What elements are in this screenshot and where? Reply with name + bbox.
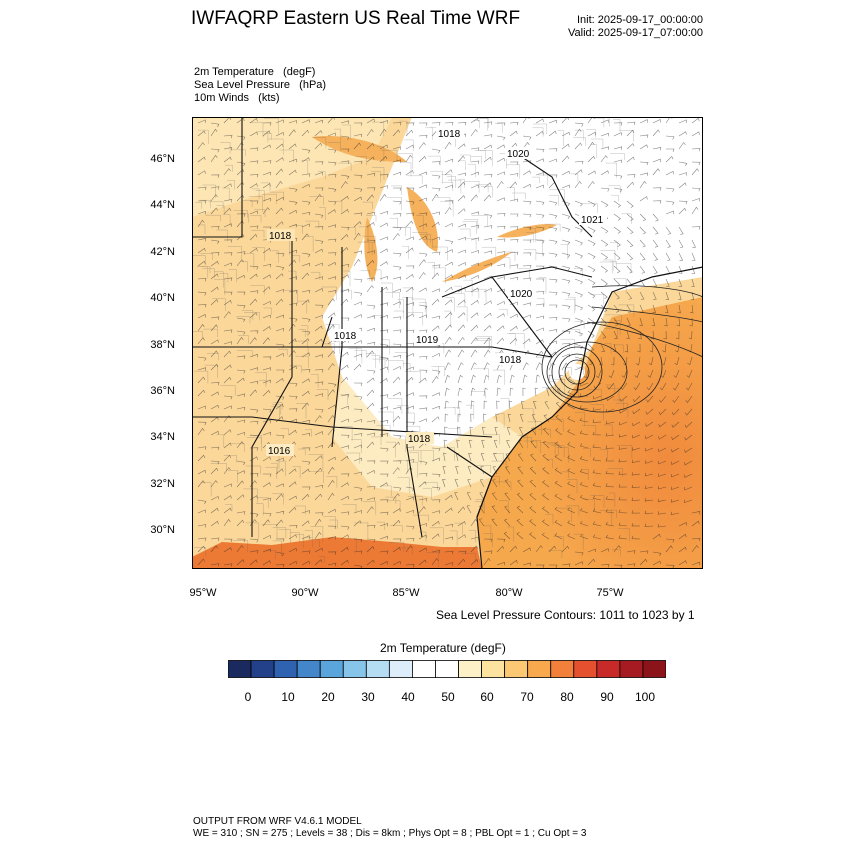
- colorbar-swatch: [250, 660, 275, 678]
- colorbar-swatch: [228, 660, 252, 678]
- colorbar-title: 2m Temperature (degF): [380, 641, 506, 655]
- map-frame: [192, 117, 703, 569]
- pressure-label: 1020: [507, 149, 530, 160]
- colorbar-swatch: [481, 660, 506, 678]
- model-footer: OUTPUT FROM WRF V4.6.1 MODEL WE = 310 ; …: [193, 816, 586, 840]
- colorbar-tick-label: 80: [560, 690, 574, 704]
- pressure-labels: 1018 1020 1021 1018 1020 1018 1019 1018 …: [266, 127, 607, 457]
- colorbar-swatch: [296, 660, 321, 678]
- east-coastline: [476, 266, 703, 569]
- lon-label: 90°W: [291, 587, 319, 599]
- temperature-colorbar: [228, 660, 666, 678]
- colorbar-swatch: [319, 660, 344, 678]
- colorbar-swatch: [550, 660, 575, 678]
- lat-label: 40°N: [150, 292, 175, 304]
- lat-label: 36°N: [150, 385, 175, 397]
- field-winds: 10m Winds (kts): [194, 92, 280, 104]
- lon-label: 85°W: [392, 587, 420, 599]
- colorbar-tick-label: 100: [634, 690, 656, 704]
- wind-barbs: [197, 117, 701, 569]
- colorbar-tick-label: 90: [600, 690, 614, 704]
- colorbar-tick-label: 20: [321, 690, 335, 704]
- valid-time: Valid: 2025-09-17_07:00:00: [568, 27, 703, 39]
- pressure-label: 1021: [581, 215, 604, 226]
- gulf-of-mexico: [192, 537, 482, 569]
- pressure-label: 1016: [268, 446, 291, 457]
- weather-map: 1018 1020 1021 1018 1020 1018 1019 1018 …: [192, 117, 703, 569]
- colorbar-swatch: [596, 660, 621, 678]
- county-lines: [192, 117, 635, 567]
- southeast-mild-zone: [332, 377, 522, 497]
- lat-label: 38°N: [150, 339, 175, 351]
- lat-label: 46°N: [150, 153, 175, 165]
- colorbar-tick-label: 70: [520, 690, 534, 704]
- lon-label: 75°W: [596, 587, 624, 599]
- init-time: Init: 2025-09-17_00:00:00: [577, 14, 703, 26]
- lat-label: 42°N: [150, 246, 175, 258]
- colorbar-tick-label: 10: [281, 690, 295, 704]
- lat-label: 44°N: [150, 199, 175, 211]
- colorbar-swatch: [504, 660, 529, 678]
- colorbar-tick-label: 30: [361, 690, 375, 704]
- pressure-label: 1019: [416, 335, 439, 346]
- contour-note: Sea Level Pressure Contours: 1011 to 102…: [436, 608, 695, 622]
- colorbar-swatch: [365, 660, 390, 678]
- field-temperature: 2m Temperature (degF): [194, 66, 316, 78]
- pressure-label: 1018: [269, 231, 292, 242]
- colorbar-swatch: [412, 660, 436, 678]
- colorbar-swatch: [435, 660, 459, 678]
- colorbar-swatch: [388, 660, 413, 678]
- pressure-label: 1018: [438, 129, 461, 140]
- pressure-label: 1018: [499, 355, 522, 366]
- lat-label: 30°N: [150, 524, 175, 536]
- storm-center: [569, 364, 585, 380]
- field-list: 2m Temperature (degF) Sea Level Pressure…: [194, 66, 326, 105]
- lat-label: 34°N: [150, 431, 175, 443]
- lat-label: 32°N: [150, 478, 175, 490]
- lon-label: 95°W: [189, 587, 217, 599]
- run-times: Init: 2025-09-17_00:00:00 Valid: 2025-09…: [560, 14, 703, 40]
- field-pressure: Sea Level Pressure (hPa): [194, 79, 327, 91]
- colorbar-tick-label: 0: [244, 690, 252, 704]
- colorbar-swatch: [619, 660, 644, 678]
- map-title: IWFAQRP Eastern US Real Time WRF: [191, 8, 521, 29]
- colorbar-swatch: [573, 660, 598, 678]
- colorbar-swatch: [273, 660, 298, 678]
- colorbar-tick-label: 50: [441, 690, 455, 704]
- colorbar-swatch: [458, 660, 482, 678]
- colorbar-swatch: [527, 660, 552, 678]
- colorbar-tick-label: 40: [401, 690, 415, 704]
- pressure-label: 1018: [408, 434, 431, 445]
- lon-label: 80°W: [495, 587, 523, 599]
- lake-huron: [407, 187, 438, 252]
- footer-line: WE = 310 ; SN = 275 ; Levels = 38 ; Dis …: [193, 828, 587, 839]
- lake-erie: [442, 252, 512, 282]
- colorbar-swatch: [342, 660, 367, 678]
- pressure-label: 1020: [510, 289, 533, 300]
- pressure-label: 1018: [334, 331, 357, 342]
- footer-line: OUTPUT FROM WRF V4.6.1 MODEL: [193, 816, 362, 827]
- colorbar-tick-label: 60: [480, 690, 494, 704]
- state-borders: [192, 117, 593, 538]
- colorbar-swatch: [642, 660, 666, 678]
